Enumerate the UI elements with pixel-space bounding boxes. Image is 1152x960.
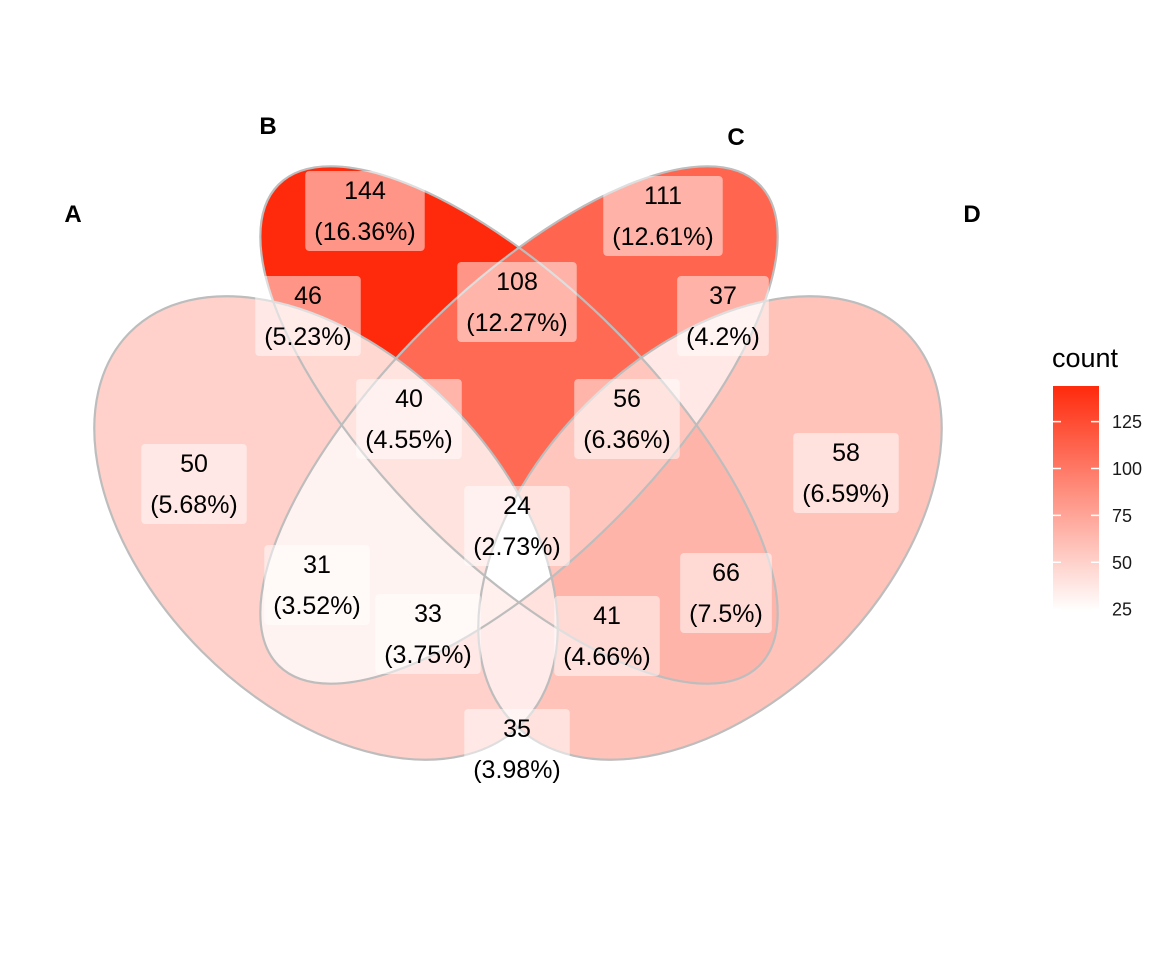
region-percent-abc: (4.55%): [365, 426, 453, 454]
region-label-bcd: 56 (6.36%): [574, 379, 680, 459]
region-count-c: 111: [644, 182, 682, 210]
legend-ticks: 125 100 75 50 25: [1053, 412, 1142, 620]
region-count-bd: 66: [712, 559, 740, 587]
region-label-box: [264, 545, 370, 625]
region-label-box: [793, 433, 899, 513]
region-count-b: 144: [344, 177, 386, 205]
region-count-ac: 31: [303, 551, 331, 579]
region-percent-ac: (3.52%): [273, 592, 361, 620]
region-label-box: [375, 594, 481, 674]
legend-tick-label: 100: [1112, 459, 1142, 479]
set-labels: A B C D: [64, 113, 980, 228]
region-percent-c: (12.61%): [612, 223, 713, 251]
region-label-b: 144 (16.36%): [305, 171, 425, 251]
set-outline-c: [259, 165, 779, 685]
region-labels: 50 (5.68%) 144 (16.36%) 111 (12.61%) 58 (6.59%)…: [141, 171, 899, 789]
set-outline-b: [259, 165, 779, 685]
region-percent-bd: (7.5%): [689, 600, 763, 628]
set-label-a: A: [64, 201, 81, 228]
region-count-bcd: 56: [613, 385, 641, 413]
region-percent-cd: (4.2%): [686, 323, 760, 351]
region-label-ab: 46 (5.23%): [255, 276, 361, 356]
region-percent-d: (6.59%): [802, 480, 890, 508]
region-percent-bcd: (6.36%): [583, 426, 671, 454]
region-label-box: [554, 596, 660, 676]
set-label-d: D: [963, 201, 980, 228]
region-count-abd: 41: [593, 602, 621, 630]
legend: count 125 100 75 50 25: [1052, 343, 1142, 620]
region-percent-ab: (5.23%): [264, 323, 352, 351]
region-label-abcd: 24 (2.73%): [464, 486, 570, 566]
region-percent-acd: (3.75%): [384, 641, 472, 669]
legend-tick-label: 125: [1112, 412, 1142, 432]
region-percent-abd: (4.66%): [563, 643, 651, 671]
region-count-ab: 46: [294, 282, 322, 310]
region-label-bc: 108 (12.27%): [457, 262, 577, 342]
set-label-c: C: [727, 124, 744, 151]
region-count-cd: 37: [709, 282, 737, 310]
region-count-bc: 108: [496, 268, 538, 296]
region-label-box: [356, 379, 462, 459]
region-percent-bc: (12.27%): [466, 309, 567, 337]
set-label-b: B: [259, 113, 276, 140]
region-count-abc: 40: [395, 385, 423, 413]
region-percent-a: (5.68%): [150, 491, 238, 519]
region-label-d: 58 (6.59%): [793, 433, 899, 513]
region-label-abd: 41 (4.66%): [554, 596, 660, 676]
region-label-box: [680, 553, 772, 633]
region-count-acd: 33: [414, 600, 442, 628]
region-count-a: 50: [180, 450, 208, 478]
legend-tick-label: 75: [1112, 506, 1132, 526]
region-label-box: [464, 709, 570, 789]
region-label-box: [603, 176, 723, 256]
region-label-box: [305, 171, 425, 251]
region-label-box: [677, 276, 769, 356]
legend-colorbar: [1053, 386, 1099, 611]
region-count-d: 58: [832, 439, 860, 467]
region-percent-abcd: (2.73%): [473, 533, 561, 561]
region-label-acd: 33 (3.75%): [375, 594, 481, 674]
legend-tick-label: 25: [1112, 600, 1132, 620]
legend-title: count: [1052, 343, 1119, 373]
region-label-box: [255, 276, 361, 356]
legend-tick-label: 50: [1112, 553, 1132, 573]
region-label-bd: 66 (7.5%): [680, 553, 772, 633]
region-label-cd: 37 (4.2%): [677, 276, 769, 356]
region-label-abc: 40 (4.55%): [356, 379, 462, 459]
region-label-box: [574, 379, 680, 459]
region-label-box: [464, 486, 570, 566]
region-label-box: [141, 444, 247, 524]
region-label-ad: 35 (3.98%): [464, 709, 570, 789]
region-label-c: 111 (12.61%): [603, 176, 723, 256]
region-label-box: [457, 262, 577, 342]
region-percent-b: (16.36%): [314, 218, 415, 246]
region-percent-ad: (3.98%): [473, 756, 561, 784]
region-count-abcd: 24: [503, 492, 531, 520]
region-label-ac: 31 (3.52%): [264, 545, 370, 625]
region-label-a: 50 (5.68%): [141, 444, 247, 524]
region-count-ad: 35: [503, 715, 531, 743]
